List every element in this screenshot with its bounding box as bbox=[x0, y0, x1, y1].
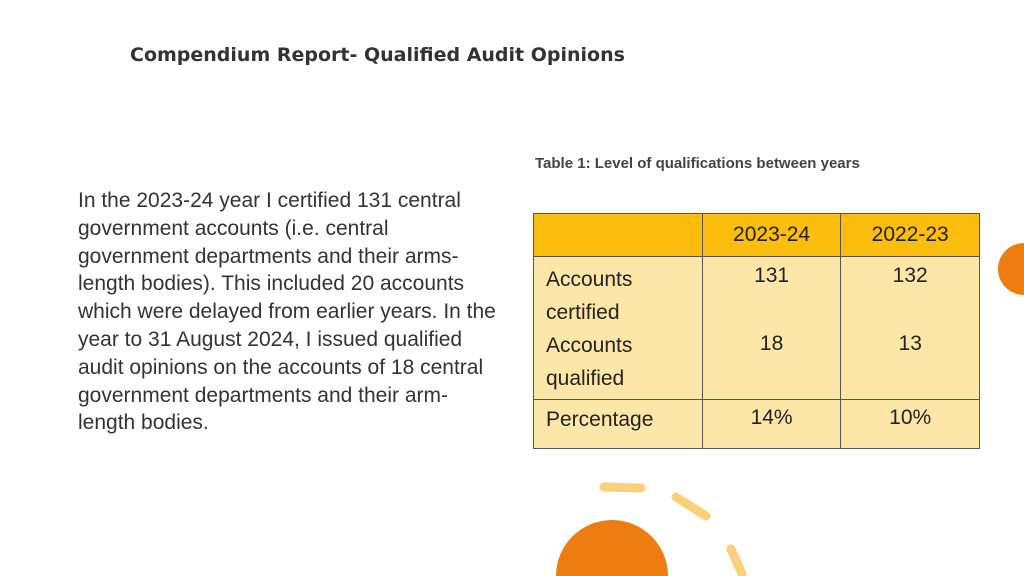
value-percentage-2023-24: 14% bbox=[701, 399, 842, 449]
value-certified-2023-24: 131 bbox=[754, 264, 790, 287]
sun-ray-shape bbox=[599, 482, 646, 493]
page-title: Compendium Report- Qualified Audit Opini… bbox=[130, 44, 625, 66]
sun-ray-shape bbox=[671, 492, 711, 521]
value-certified-2022-23: 132 bbox=[892, 264, 928, 287]
body-paragraph: In the 2023-24 year I certified 131 cent… bbox=[78, 189, 496, 435]
sun-half-circle-shape bbox=[556, 520, 668, 576]
table-header-row: 2023-24 2022-23 bbox=[533, 213, 980, 257]
table-header-empty bbox=[533, 213, 703, 257]
sun-ray-shape bbox=[726, 544, 747, 576]
table-row-label: Accounts certified Accounts qualified bbox=[533, 256, 703, 400]
value-qualified-2023-24: 18 bbox=[759, 332, 784, 355]
edge-semicircle-shape bbox=[998, 243, 1024, 295]
table-header-2023-24: 2023-24 bbox=[701, 213, 842, 257]
table-row-counts: Accounts certified Accounts qualified 13… bbox=[533, 256, 980, 400]
table-caption: Table 1: Level of qualifications between… bbox=[535, 155, 860, 172]
label-accounts-certified-1: Accounts bbox=[546, 268, 633, 291]
label-accounts-certified-2: certified bbox=[546, 301, 620, 324]
label-accounts-qualified-2: qualified bbox=[546, 367, 625, 390]
table-cell-2023-24: 131 18 bbox=[701, 256, 842, 400]
label-percentage: Percentage bbox=[533, 399, 703, 449]
table-cell-2022-23: 132 13 bbox=[840, 256, 980, 400]
value-qualified-2022-23: 13 bbox=[898, 332, 922, 355]
label-accounts-qualified-1: Accounts bbox=[546, 334, 633, 357]
value-percentage-2022-23: 10% bbox=[840, 399, 980, 449]
table-header-2022-23: 2022-23 bbox=[840, 213, 980, 257]
table-row-percentage: Percentage 14% 10% bbox=[533, 399, 980, 449]
qualifications-table: 2023-24 2022-23 Accounts certified Accou… bbox=[533, 213, 980, 449]
